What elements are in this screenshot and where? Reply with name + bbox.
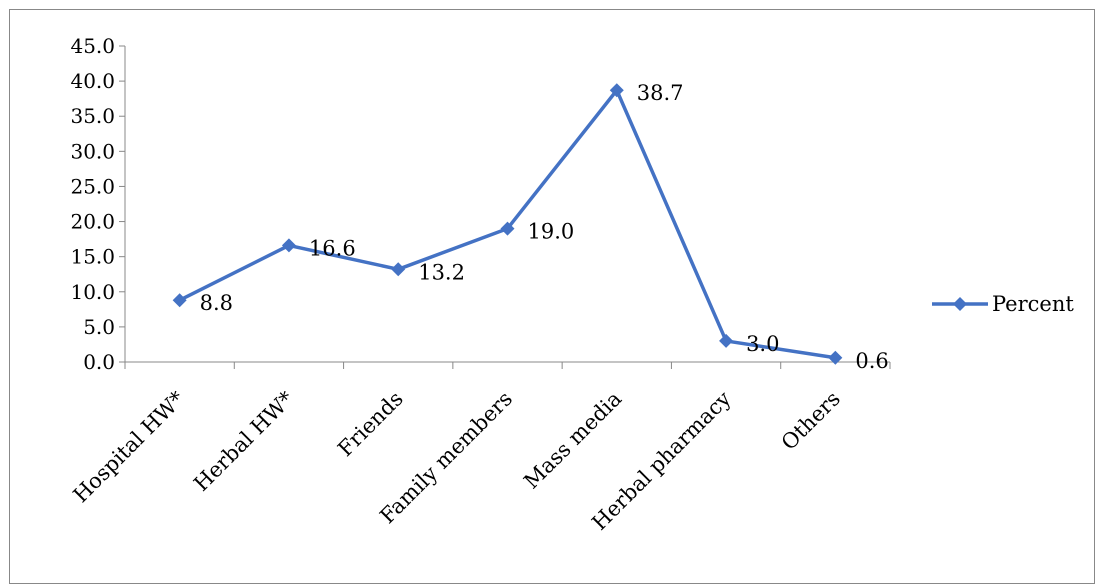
data-point-marker	[172, 293, 187, 308]
data-point-marker	[281, 238, 296, 253]
chart-frame: 0.0 5.0 10.0 15.0 20.0 25.0 30.0 35.0 40.0 45.0 H…	[9, 9, 1095, 584]
data-label: 8.8	[200, 291, 233, 315]
y-tick-label: 10.0	[70, 280, 115, 304]
y-tick-label: 30.0	[70, 139, 115, 163]
legend: Percent	[932, 292, 1074, 316]
data-point-marker	[500, 221, 515, 236]
y-tick-label: 0.0	[83, 350, 115, 374]
data-point-marker	[719, 333, 734, 348]
data-label: 19.0	[528, 220, 575, 244]
data-point-marker	[391, 262, 406, 277]
data-label: 0.6	[855, 349, 888, 373]
data-label: 3.0	[746, 332, 779, 356]
y-axis: 0.0 5.0 10.0 15.0 20.0 25.0 30.0 35.0 40.0 45.0	[70, 34, 126, 374]
y-tick-label: 5.0	[83, 315, 115, 339]
data-label: 13.2	[418, 260, 465, 284]
x-category-label: Friends	[333, 387, 408, 462]
legend-marker-swatch	[953, 297, 967, 311]
x-category-label: Mass media	[519, 387, 626, 494]
y-tick-label: 25.0	[70, 174, 115, 198]
y-tick-label: 15.0	[70, 245, 115, 269]
x-category-label: Others	[777, 387, 845, 455]
y-tick-label: 45.0	[70, 34, 115, 58]
data-labels: 8.8 16.6 13.2 19.0 38.7 3.0 0.6	[200, 81, 889, 373]
data-label: 16.6	[309, 236, 356, 260]
legend-label: Percent	[992, 292, 1074, 316]
data-label: 38.7	[637, 81, 684, 105]
series-percent	[172, 83, 843, 365]
y-tick-label: 35.0	[70, 104, 115, 128]
y-tick-label: 40.0	[70, 69, 115, 93]
line-chart: 0.0 5.0 10.0 15.0 20.0 25.0 30.0 35.0 40.0 45.0 H…	[69, 34, 1075, 535]
data-point-marker	[609, 83, 624, 98]
x-category-label: Herbal HW*	[189, 386, 299, 496]
y-tick-label: 20.0	[70, 210, 115, 234]
x-category-label: Hospital HW*	[69, 386, 190, 507]
data-point-marker	[828, 350, 843, 365]
